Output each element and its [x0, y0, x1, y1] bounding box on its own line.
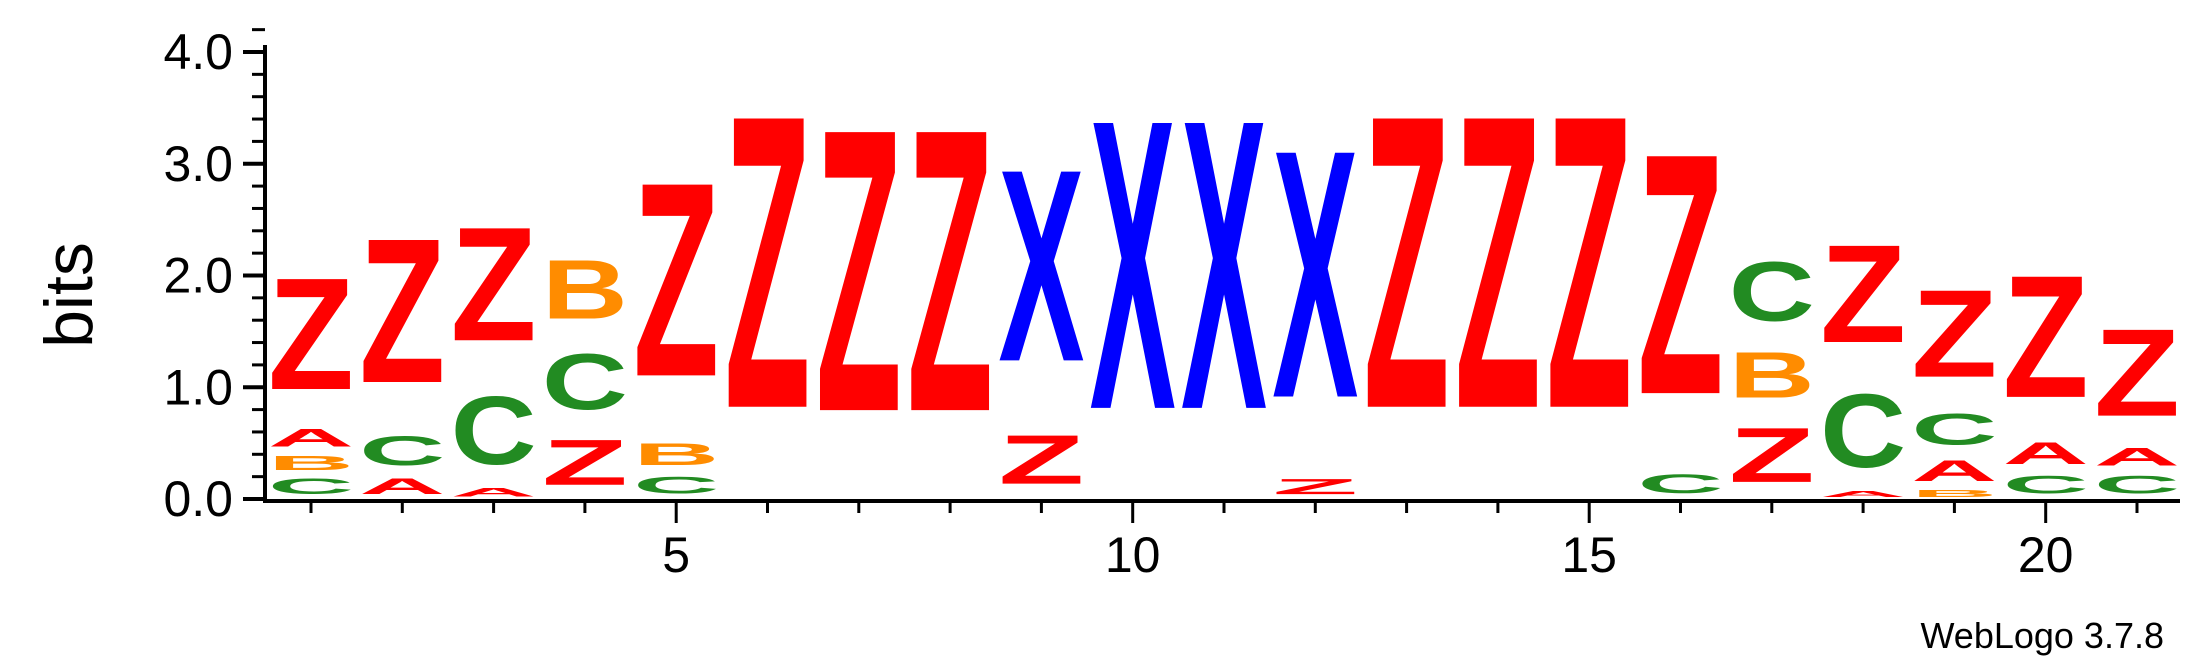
logo-letter-b: B — [542, 241, 628, 336]
logo-letter-z: Z — [1364, 29, 1450, 497]
logo-letter-z: Z — [1455, 29, 1541, 497]
logo-letter-x: X — [1090, 33, 1177, 496]
y-axis-title: bits — [31, 242, 107, 348]
x-tick-label: 5 — [662, 527, 690, 583]
logo-letter-b: B — [633, 437, 719, 473]
logo-letter-z: Z — [633, 124, 719, 434]
y-tick-label: 2.0 — [163, 248, 233, 304]
logo-letter-c: C — [359, 427, 445, 474]
logo-letter-a: A — [268, 424, 354, 452]
logo-letter-a: A — [1911, 454, 1997, 487]
logo-letter-c: C — [633, 472, 719, 499]
logo-letter-z: Z — [451, 194, 537, 376]
logo-letter-c: C — [268, 474, 354, 499]
logo-letter-z: Z — [1729, 412, 1815, 499]
y-tick-label: 1.0 — [163, 359, 233, 415]
logo-letter-a: A — [451, 485, 537, 498]
logo-letter-a: A — [2094, 443, 2180, 471]
logo-letter-z: Z — [1272, 475, 1358, 499]
logo-letter-x: X — [998, 113, 1084, 419]
axes: 0.0 1.0 2.0 3.0 4.0 5 10 15 20 — [163, 24, 2180, 583]
logo-letter-z: Z — [816, 46, 902, 497]
y-tick-label: 3.0 — [163, 136, 233, 192]
logo-letter-z: Z — [1638, 82, 1724, 467]
logo-letter-c: C — [1911, 405, 1997, 455]
logo-letter-c: C — [451, 376, 537, 485]
logo-letter-b: B — [1729, 339, 1815, 411]
logo-letter-z: Z — [542, 427, 628, 499]
logo-letter-z: Z — [268, 245, 354, 423]
logo-letter-a: A — [1820, 490, 1906, 499]
logo-letter-x: X — [1181, 33, 1268, 496]
logo-letter-c: C — [1729, 243, 1815, 338]
logo-letter-z: Z — [2094, 304, 2180, 443]
credit-label: WebLogo 3.7.8 — [1920, 615, 2164, 656]
logo-letter-b: B — [268, 452, 354, 474]
logo-letter-b: B — [1911, 488, 1997, 499]
logo-letter-c: C — [1638, 469, 1724, 499]
logo-letter-a: A — [2003, 435, 2089, 471]
logo-letter-z: Z — [2003, 238, 2089, 434]
logo-letter-x: X — [1272, 78, 1359, 473]
logo-letter-z: Z — [1546, 29, 1632, 497]
logo-letter-c: C — [542, 337, 628, 426]
x-tick-label: 20 — [2018, 527, 2074, 583]
logo-letter-z: Z — [1911, 265, 1997, 404]
logo-letter-z: Z — [725, 29, 811, 497]
y-tick-label: 0.0 — [163, 471, 233, 527]
logo-letter-z: Z — [998, 420, 1084, 499]
logo-letter-c: C — [2094, 471, 2180, 499]
logo-letter-a: A — [359, 474, 445, 499]
x-tick-label: 10 — [1105, 527, 1161, 583]
logo-letter-c: C — [1820, 372, 1906, 490]
logo-letter-c: C — [2003, 471, 2089, 499]
y-tick-label: 4.0 — [163, 24, 233, 80]
logo-letter-z: Z — [359, 196, 445, 426]
logo-letter-z: Z — [1820, 215, 1906, 371]
x-tick-label: 15 — [1561, 527, 1617, 583]
logo-letter-z: Z — [907, 46, 993, 497]
